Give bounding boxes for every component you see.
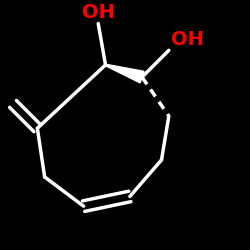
- Text: OH: OH: [171, 30, 204, 49]
- Polygon shape: [105, 64, 144, 83]
- Text: OH: OH: [82, 3, 115, 22]
